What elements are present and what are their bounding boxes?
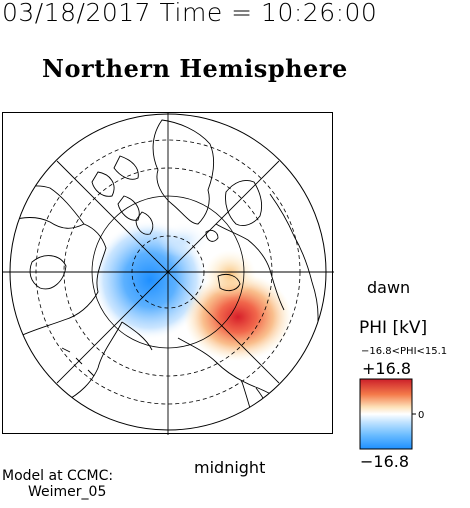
dawn-label: dawn: [367, 278, 411, 297]
polar-map: [2, 112, 334, 435]
colorbar-min-label: −16.8: [360, 452, 410, 471]
hemisphere-title: Northern Hemisphere: [42, 54, 348, 83]
colorbar-gradient: [359, 378, 413, 450]
colorbar: 0: [359, 378, 424, 450]
meridian-lines: [2, 112, 334, 435]
midnight-label: midnight: [194, 458, 266, 477]
model-credit: Model at CCMC: Weimer_05: [2, 468, 113, 500]
colorbar-max-label: +16.8: [362, 359, 412, 378]
colorbar-zero-label: 0: [418, 410, 424, 421]
model-credit-line2: Weimer_05: [28, 484, 107, 500]
coastlines: [10, 119, 319, 425]
colorbar-range: −16.8<PHI<15.1: [361, 346, 448, 357]
colorbar-title: PHI [kV]: [359, 318, 428, 338]
date-time-header: 03/18/2017 Time = 10:26:00: [2, 0, 378, 27]
potential-pattern: [92, 220, 292, 361]
model-credit-line1: Model at CCMC:: [2, 468, 114, 484]
